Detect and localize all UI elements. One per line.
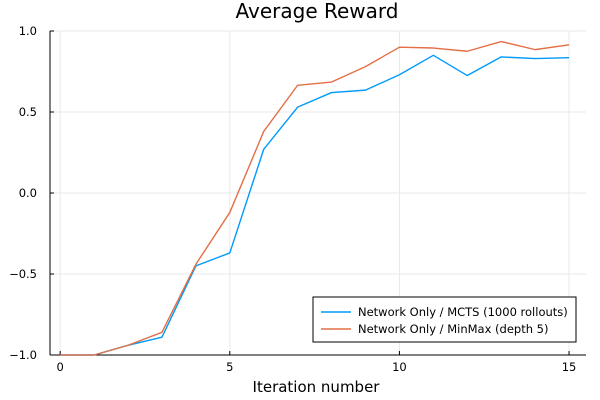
y-tick-label: 1.0 bbox=[19, 24, 37, 38]
x-tick-label: 10 bbox=[392, 360, 407, 374]
legend-label-2: Network Only / MinMax (depth 5) bbox=[358, 322, 548, 336]
y-tick-label: −0.5 bbox=[9, 267, 37, 281]
series-line-1 bbox=[60, 54, 570, 356]
series-line-2 bbox=[60, 40, 570, 356]
y-tick-label: 0.5 bbox=[19, 105, 37, 119]
y-tick-label: −1.0 bbox=[9, 348, 37, 362]
chart-title: Average Reward bbox=[236, 0, 399, 23]
x-tick-label: 5 bbox=[226, 360, 233, 374]
legend-box bbox=[312, 296, 577, 343]
x-axis-label: Iteration number bbox=[253, 378, 381, 396]
x-tick-label: 15 bbox=[562, 360, 577, 374]
ticks: 0 5 10 15 −1.0 −0.5 0.0 0.5 1.0 bbox=[9, 24, 576, 374]
legend-label-1: Network Only / MCTS (1000 rollouts) bbox=[358, 305, 568, 319]
legend: Network Only / MCTS (1000 rollouts) Netwo… bbox=[312, 296, 577, 343]
x-tick-label: 0 bbox=[57, 360, 64, 374]
series bbox=[60, 40, 570, 356]
y-tick-label: 0.0 bbox=[19, 186, 37, 200]
